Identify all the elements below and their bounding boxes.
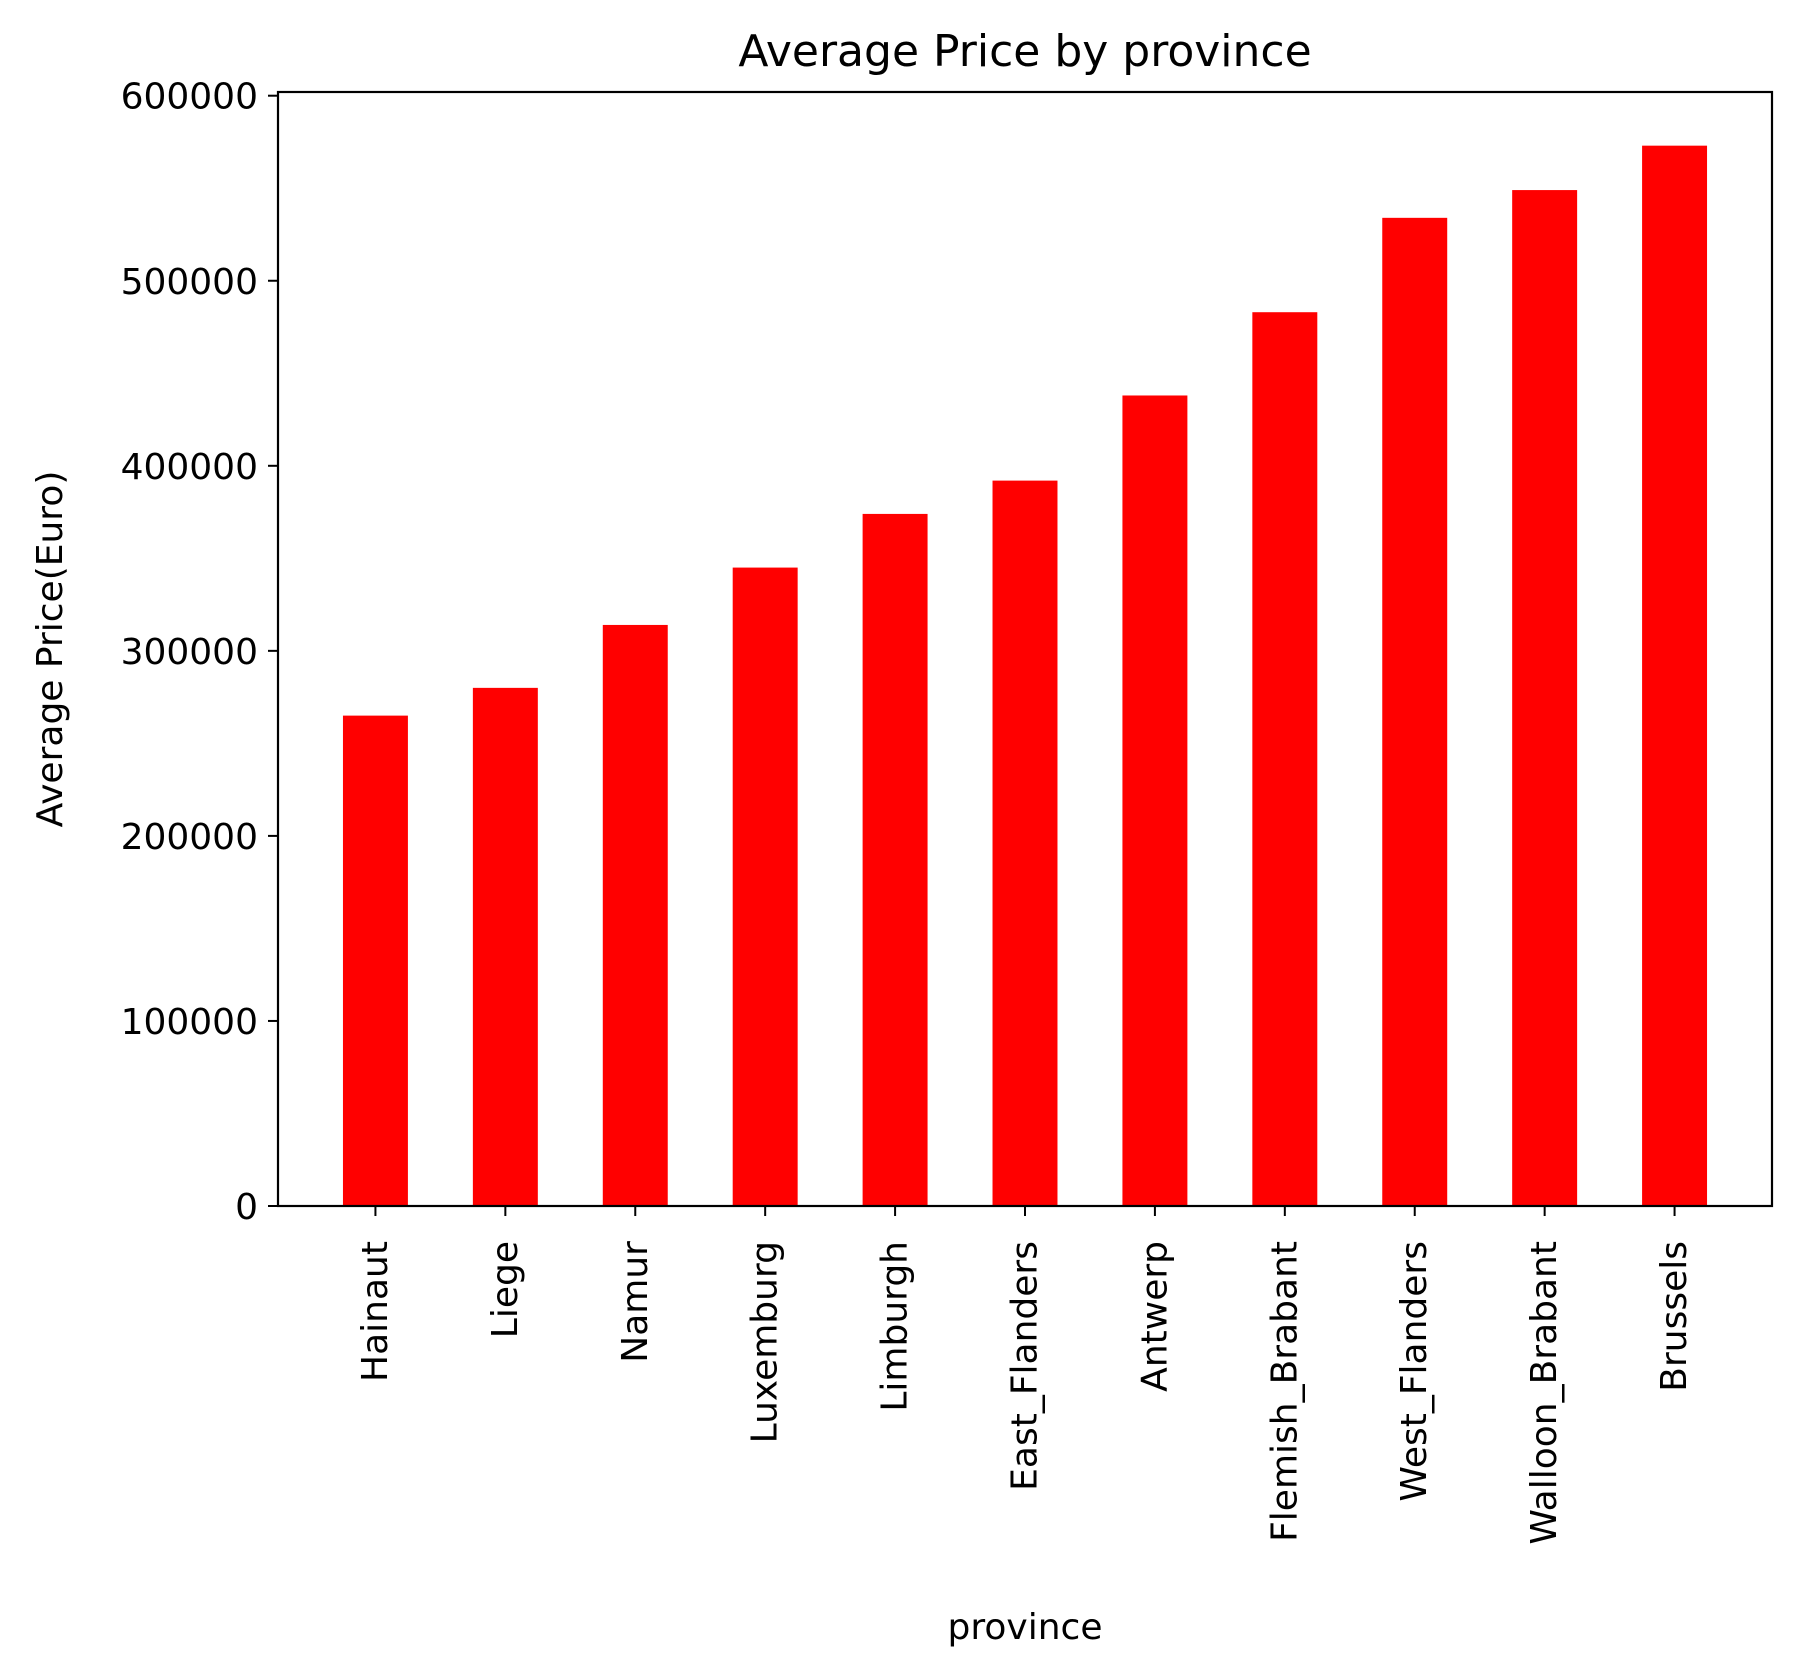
y-tick-label: 500000 (121, 262, 258, 303)
plot-area (342, 145, 1708, 1207)
x-tick-label: West_Flanders (1394, 1241, 1435, 1502)
x-tick-label: Walloon_Brabant (1524, 1241, 1565, 1545)
x-tick-label: Flemish_Brabant (1264, 1241, 1305, 1542)
bar-hainaut (342, 715, 408, 1206)
bar-flemish-brabant (1252, 312, 1318, 1206)
bar-brussels (1642, 145, 1708, 1207)
y-axis: 0 100000 200000 300000 400000 500000 600000 (121, 77, 278, 1228)
bar-walloon-brabant (1512, 190, 1578, 1206)
y-tick-label: 600000 (121, 77, 258, 118)
plot-frame (276, 90, 1774, 1208)
y-tick-label: 300000 (121, 632, 258, 673)
bar-antwerp (1122, 395, 1188, 1207)
x-tick-label: Liege (485, 1241, 526, 1338)
y-tick-label: 0 (235, 1187, 258, 1228)
bar-limburgh (862, 513, 928, 1206)
x-tick-label: Namur (615, 1241, 656, 1363)
bar-luxemburg (732, 567, 798, 1206)
y-tick-label: 400000 (121, 447, 258, 488)
x-tick-label: Luxemburg (745, 1241, 786, 1443)
x-tick-label: Limburgh (875, 1241, 916, 1412)
bar-namur (602, 624, 668, 1206)
y-tick-label: 200000 (121, 817, 258, 858)
y-tick-label: 100000 (121, 1002, 258, 1043)
bar-liege (472, 687, 538, 1206)
bar-west-flanders (1382, 217, 1448, 1207)
x-axis: Hainaut Liege Namur Luxemburg Limburgh East_F… (355, 1206, 1695, 1545)
bar-east-flanders (992, 480, 1058, 1207)
x-tick-label: Antwerp (1134, 1241, 1175, 1392)
x-tick-label: Hainaut (355, 1241, 396, 1382)
chart-title: Average Price by province (738, 26, 1311, 77)
x-axis-label: province (948, 1607, 1103, 1648)
x-tick-label: East_Flanders (1005, 1241, 1046, 1491)
y-axis-label: Average Price(Euro) (30, 471, 71, 828)
x-tick-label: Brussels (1654, 1241, 1695, 1392)
